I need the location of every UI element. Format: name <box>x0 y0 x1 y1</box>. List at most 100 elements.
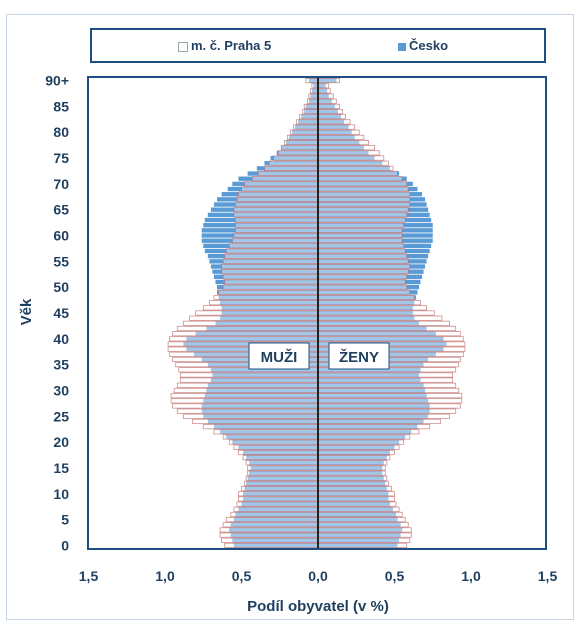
cesko-women-bar-40 <box>318 336 444 342</box>
cesko-men-bar-3 <box>229 527 318 533</box>
cesko-women-bar-32 <box>318 377 421 383</box>
praha5-men-bar-32 <box>179 377 319 383</box>
cesko-men-bar-69 <box>227 186 318 192</box>
praha5-women-bar-13 <box>317 475 388 481</box>
praha5-women-bar-6 <box>317 511 403 518</box>
cesko-men-bar-16 <box>249 460 318 465</box>
cesko-men-bar-71 <box>238 176 318 181</box>
cesko-men-bar-50 <box>217 284 318 290</box>
cesko-men-bar-78 <box>285 140 318 145</box>
label-men-box <box>248 342 310 370</box>
cesko-women-bar-25 <box>318 414 429 419</box>
praha5-men-bar-68 <box>238 191 319 197</box>
praha5-women-bar-52 <box>317 274 408 280</box>
y-tick-label: 90+ <box>45 73 69 89</box>
praha5-men-bar-23 <box>202 424 319 430</box>
cesko-men-bar-85 <box>305 104 318 109</box>
cesko-women-bar-54 <box>318 264 426 269</box>
praha5-women-bar-58 <box>317 243 405 249</box>
cesko-women-bar-6 <box>318 512 397 517</box>
cesko-men-bar-52 <box>213 274 318 280</box>
cesko-women-bar-72 <box>318 171 400 176</box>
praha5-men-bar-18 <box>238 449 319 456</box>
cesko-men-bar-25 <box>203 414 318 419</box>
praha5-women-bar-28 <box>317 398 463 404</box>
cesko-women-bar-81 <box>318 124 349 130</box>
cesko-men-bar-33 <box>212 372 318 378</box>
praha5-women-bar-88 <box>317 88 331 94</box>
legend-item-praha5: m. č. Praha 5 <box>178 38 271 53</box>
cesko-women-bar-78 <box>318 140 360 145</box>
praha5-men-bar-42 <box>176 325 319 332</box>
praha5-men-bar-44 <box>189 315 319 321</box>
praha5-men-bar-26 <box>176 408 319 414</box>
cesko-men-bar-56 <box>207 254 318 259</box>
praha5-men-bar-72 <box>257 170 319 177</box>
cesko-women-bar-19 <box>318 445 395 450</box>
praha5-men-bar-57 <box>225 248 319 254</box>
cesko-men-bar-46 <box>221 305 318 311</box>
cesko-men-bar-0 <box>233 543 318 548</box>
cesko-men-bar-15 <box>250 465 318 471</box>
praha5-men-bar-3 <box>219 527 319 533</box>
y-tick-label: 20 <box>53 434 69 450</box>
praha5-women-bar-23 <box>317 424 431 430</box>
cesko-women-bar-67 <box>318 197 426 202</box>
praha5-women-bar-86 <box>317 98 337 104</box>
praha5-women-bar-0 <box>317 542 408 549</box>
praha5-men-bar-60 <box>233 232 319 239</box>
praha5-men-bar-54 <box>221 263 319 270</box>
cesko-men-bar-58 <box>203 243 318 249</box>
cesko-women-bar-24 <box>318 419 424 424</box>
cesko-women-bar-29 <box>318 393 427 398</box>
cesko-women-bar-5 <box>318 517 398 522</box>
praha5-women-bar-89 <box>317 83 330 89</box>
praha5-women-bar-1 <box>317 537 411 543</box>
praha5-men-bar-71 <box>251 176 319 182</box>
cesko-women-bar-77 <box>318 145 364 150</box>
cesko-men-bar-49 <box>217 290 318 295</box>
y-tick-label: 85 <box>53 98 69 114</box>
cesko-women-bar-68 <box>318 192 423 197</box>
praha5-women-bar-43 <box>317 320 450 326</box>
cesko-men-bar-88 <box>311 88 318 94</box>
praha5-women-bar-67 <box>317 196 411 202</box>
praha5-women-bar-31 <box>317 382 457 388</box>
praha5-women-bar-87 <box>317 93 334 99</box>
praha5-women-bar-30 <box>317 387 460 394</box>
praha5-men-bar-40 <box>169 336 319 342</box>
cesko-men-bar-1 <box>232 538 318 543</box>
praha5-women-bar-16 <box>317 460 388 466</box>
praha5-women-bar-14 <box>317 470 386 476</box>
cesko-men-bar-74 <box>264 161 318 166</box>
cesko-men-bar-64 <box>207 212 318 218</box>
cesko-men-bar-5 <box>233 517 318 522</box>
praha5-men-bar-48 <box>213 294 319 301</box>
cesko-women-bar-61 <box>318 228 433 233</box>
cesko-men-bar-44 <box>220 315 318 321</box>
praha5-men-bar-80 <box>290 129 319 135</box>
cesko-men-bar-53 <box>212 269 318 274</box>
praha5-men-bar-74 <box>268 160 319 166</box>
cesko-women-bar-90 <box>318 78 337 83</box>
y-axis-title: Věk <box>18 298 35 325</box>
praha5-men-bar-31 <box>176 382 319 388</box>
cesko-women-bar-20 <box>318 439 400 445</box>
praha5-women-bar-75 <box>317 155 385 161</box>
cesko-men-bar-47 <box>220 300 318 305</box>
praha5-men-bar-27 <box>172 403 319 409</box>
praha5-women-bar-19 <box>317 444 400 450</box>
praha5-men-bar-88 <box>309 88 319 94</box>
y-tick-label: 70 <box>53 176 69 192</box>
cesko-men-bar-32 <box>210 377 318 383</box>
praha5-men-bar-61 <box>234 227 319 233</box>
cesko-men-bar-45 <box>221 310 318 316</box>
cesko-women-bar-82 <box>318 119 345 125</box>
praha5-men-bar-28 <box>170 398 319 404</box>
cesko-women-bar-60 <box>318 233 433 238</box>
x-tick-label: 1,0 <box>461 568 481 584</box>
y-tick-label: 60 <box>53 228 69 244</box>
cesko-women-bar-89 <box>318 83 326 88</box>
praha5-men-bar-15 <box>247 465 319 471</box>
cesko-women-bar-18 <box>318 450 390 455</box>
